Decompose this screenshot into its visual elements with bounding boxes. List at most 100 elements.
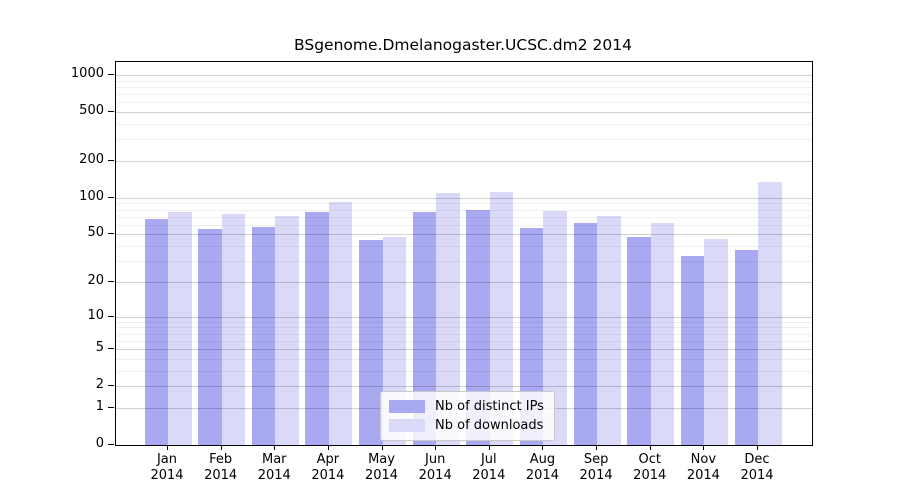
x-tick-label-month: Aug [529, 452, 556, 467]
bar-downloads [543, 210, 567, 445]
minor-gridline [116, 139, 812, 141]
major-gridline [116, 386, 812, 388]
y-tick-label: 500 [79, 103, 104, 119]
minor-gridline [116, 246, 812, 248]
legend-row-distinct-ips: Nb of distinct IPs [389, 397, 544, 416]
major-gridline [116, 281, 812, 283]
x-axis-tick [649, 445, 651, 450]
legend-row-downloads: Nb of downloads [389, 416, 544, 435]
y-axis-tick [108, 385, 114, 387]
bar-distinct-ips [412, 212, 437, 445]
y-axis-tick [108, 159, 114, 161]
x-axis-tick [703, 445, 705, 450]
x-axis-tick [274, 445, 276, 450]
x-tick-label-month: Sep [583, 452, 609, 467]
bar-distinct-ips [251, 226, 276, 445]
y-axis-tick [108, 444, 114, 445]
downloads-swatch-icon [389, 419, 425, 432]
bar-downloads [275, 215, 299, 445]
x-tick-label-year: 2014 [525, 468, 559, 483]
x-axis-tick [542, 445, 544, 450]
minor-gridline [116, 80, 812, 82]
plot-area [115, 61, 813, 446]
x-axis-tick [596, 445, 598, 450]
major-gridline [116, 160, 812, 162]
minor-gridline [116, 358, 812, 360]
y-tick-label: 1 [95, 398, 104, 414]
y-tick-label: 50 [87, 225, 104, 241]
x-tick-label-month: Nov [690, 452, 717, 467]
y-tick-label: 10 [87, 307, 104, 323]
x-tick-label-month: Oct [638, 452, 661, 467]
x-axis-tick [327, 445, 329, 450]
major-gridline [116, 349, 812, 351]
x-tick-label-year: 2014 [579, 468, 613, 483]
y-tick-label: 20 [87, 272, 104, 288]
bar-downloads [597, 215, 621, 445]
legend: Nb of distinct IPs Nb of downloads [380, 391, 555, 441]
x-axis-tick [220, 445, 222, 450]
y-axis-tick [108, 406, 114, 408]
x-tick-label-year: 2014 [257, 468, 291, 483]
minor-gridline [116, 321, 812, 323]
y-axis-tick [108, 74, 114, 75]
legend-label-distinct-ips: Nb of distinct IPs [435, 399, 544, 414]
minor-gridline [116, 94, 812, 96]
x-tick-label-year: 2014 [633, 468, 667, 483]
x-axis-tick [381, 445, 383, 450]
bar-downloads [436, 193, 460, 445]
x-tick-label-year: 2014 [686, 468, 720, 483]
x-tick-label-month: Dec [744, 452, 770, 467]
x-axis-tick [757, 445, 758, 450]
y-axis-tick [108, 111, 114, 113]
y-axis-tick [108, 196, 114, 198]
y-axis-tick [108, 233, 114, 235]
major-gridline [116, 75, 812, 76]
bar-distinct-ips [519, 227, 544, 445]
major-gridline [116, 234, 812, 236]
legend-label-downloads: Nb of downloads [435, 418, 544, 433]
x-tick-label-month: Jan [156, 452, 178, 467]
bar-downloads [704, 238, 728, 445]
distinct-ips-swatch-icon [389, 400, 425, 413]
bar-distinct-ips [627, 236, 651, 445]
bar-downloads [328, 201, 353, 445]
y-tick-label: 5 [95, 340, 104, 356]
major-gridline [116, 197, 812, 199]
minor-gridline [116, 224, 812, 226]
major-gridline [116, 112, 812, 114]
bar-distinct-ips [466, 210, 490, 445]
bar-downloads [168, 211, 192, 445]
x-tick-label-month: Jul [480, 452, 497, 467]
x-axis-tick [167, 445, 168, 450]
y-tick-label: 100 [79, 188, 104, 204]
bar-distinct-ips [359, 239, 383, 445]
minor-gridline [116, 327, 812, 329]
minor-gridline [116, 216, 812, 218]
x-tick-label-year: 2014 [472, 468, 506, 483]
bar-distinct-ips [573, 223, 598, 445]
minor-gridline [116, 209, 812, 211]
chart-title: BSgenome.Dmelanogaster.UCSC.dm2 2014 [294, 36, 632, 54]
x-tick-label-month: Feb [209, 452, 233, 467]
y-tick-label: 200 [79, 151, 104, 167]
minor-gridline [116, 123, 812, 125]
x-tick-label-year: 2014 [150, 468, 184, 483]
bar-distinct-ips [734, 250, 758, 445]
x-tick-label-month: Mar [262, 452, 287, 467]
major-gridline [116, 316, 812, 318]
minor-gridline [116, 203, 812, 205]
x-tick-label-month: Apr [316, 452, 340, 467]
y-tick-label: 0 [95, 436, 104, 451]
x-tick-label-year: 2014 [364, 468, 399, 483]
y-axis-tick [108, 280, 114, 282]
bar-distinct-ips [305, 211, 329, 445]
x-tick-label-month: Jun [425, 452, 446, 467]
y-tick-label: 1000 [70, 66, 104, 81]
bar-distinct-ips [144, 219, 168, 445]
y-axis-tick [108, 348, 114, 350]
bar-downloads [650, 223, 675, 445]
minor-gridline [116, 333, 812, 335]
bar-downloads [758, 181, 782, 445]
minor-gridline [116, 340, 812, 342]
